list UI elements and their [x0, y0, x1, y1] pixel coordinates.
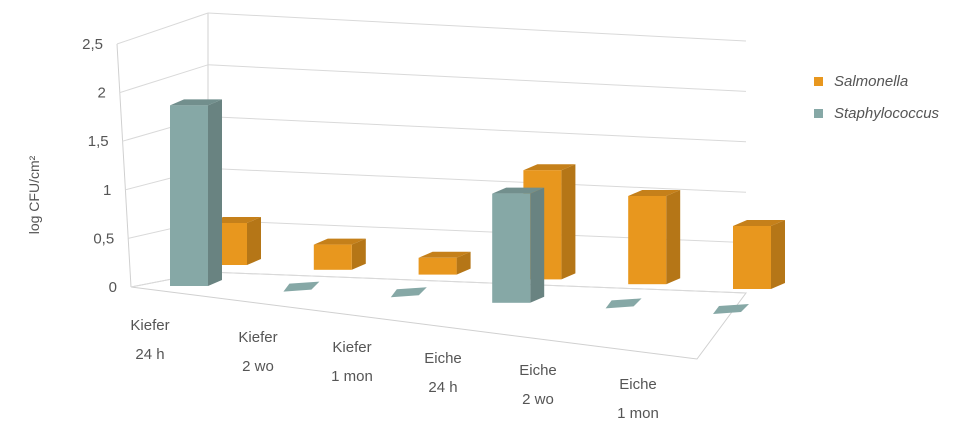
bar-salmonella-top: [523, 164, 576, 171]
bar-salmonella-side: [351, 238, 366, 270]
gridline-back: [207, 167, 747, 193]
bar-salmonella: [628, 190, 681, 285]
y-tick-label: 1,5: [88, 133, 109, 150]
bar-salmonella-front: [313, 244, 352, 270]
category-label-line2: 24 h: [428, 379, 457, 396]
bar-salmonella-side: [561, 164, 576, 280]
bar-staphylococcus-tile: [390, 287, 427, 298]
bar-staphylococcus-tile: [713, 304, 749, 314]
gridline-back: [207, 116, 747, 143]
legend: Salmonella Staphylococcus: [814, 73, 940, 122]
category-label-line1: Eiche: [424, 350, 462, 367]
category-label-line1: Eiche: [619, 376, 657, 393]
legend-label: Staphylococcus: [834, 105, 940, 122]
category-label-line2: 1 mon: [331, 368, 373, 385]
bar-salmonella-front: [628, 196, 667, 285]
left-wall-edge: [116, 43, 132, 288]
y-tick-label: 1: [103, 182, 111, 199]
bar-salmonella-front: [418, 257, 457, 275]
bar-staphylococcus-tile: [283, 281, 320, 292]
gridline-left: [116, 12, 209, 45]
category-label-line2: 24 h: [135, 346, 164, 363]
bar-salmonella-front: [733, 226, 771, 289]
category-label-line1: Eiche: [519, 362, 557, 379]
category-label-line2: 2 wo: [242, 358, 274, 375]
bar-staphylococcus: [390, 287, 427, 298]
bar-salmonella-side: [247, 217, 261, 265]
bar-salmonella-top: [733, 220, 785, 226]
category-label-line2: 2 wo: [522, 391, 554, 408]
bar-staphylococcus-front: [492, 193, 531, 303]
gridline-back: [207, 12, 747, 42]
bars: [170, 99, 785, 314]
bar-staphylococcus-top: [170, 99, 222, 106]
category-label-line2: 1 mon: [617, 405, 659, 422]
bar-staphylococcus: [713, 304, 749, 314]
legend-label: Salmonella: [834, 73, 908, 90]
bar-salmonella: [418, 251, 471, 275]
gridline-left: [119, 64, 209, 94]
bar-salmonella-side: [456, 251, 471, 275]
bar-salmonella-top: [418, 251, 471, 258]
y-tick-label: 2: [97, 85, 105, 102]
legend-swatch: [814, 109, 823, 118]
bar-salmonella-top: [628, 190, 681, 196]
gridline-back: [207, 271, 747, 294]
category-label-line1: Kiefer: [238, 329, 277, 346]
category-label-line1: Kiefer: [332, 339, 371, 356]
y-tick-label: 0: [109, 279, 117, 296]
bar-staphylococcus: [605, 298, 642, 309]
bar-staphylococcus: [170, 99, 222, 287]
bar-salmonella-side: [771, 220, 785, 289]
bar-salmonella-top: [313, 238, 366, 245]
y-axis-ticks: 0 0,5 1 1,5 2 2,5: [82, 36, 117, 296]
category-label-line1: Kiefer: [130, 317, 169, 334]
bar-staphylococcus-tile: [605, 298, 642, 309]
bar-staphylococcus-side: [208, 99, 222, 287]
bar-staphylococcus: [492, 187, 545, 303]
bar-staphylococcus: [283, 281, 320, 292]
bar-staphylococcus-front: [170, 105, 208, 287]
bar-staphylococcus-top: [492, 187, 545, 194]
gridline-back: [207, 64, 747, 92]
category-labels: Kiefer 24 h Kiefer 2 wo Kiefer 1 mon Eiche 24 h…: [130, 317, 658, 422]
chart-walls: [116, 12, 747, 360]
y-tick-label: 0,5: [93, 230, 114, 247]
floor: [130, 271, 747, 360]
bar-salmonella-side: [666, 190, 681, 285]
bar-salmonella: [313, 238, 366, 270]
legend-swatch: [814, 77, 823, 86]
y-tick-label: 2,5: [82, 36, 103, 53]
bar-salmonella: [733, 220, 785, 289]
y-axis-label: log CFU/cm²: [26, 155, 42, 234]
bar-staphylococcus-side: [530, 187, 545, 303]
